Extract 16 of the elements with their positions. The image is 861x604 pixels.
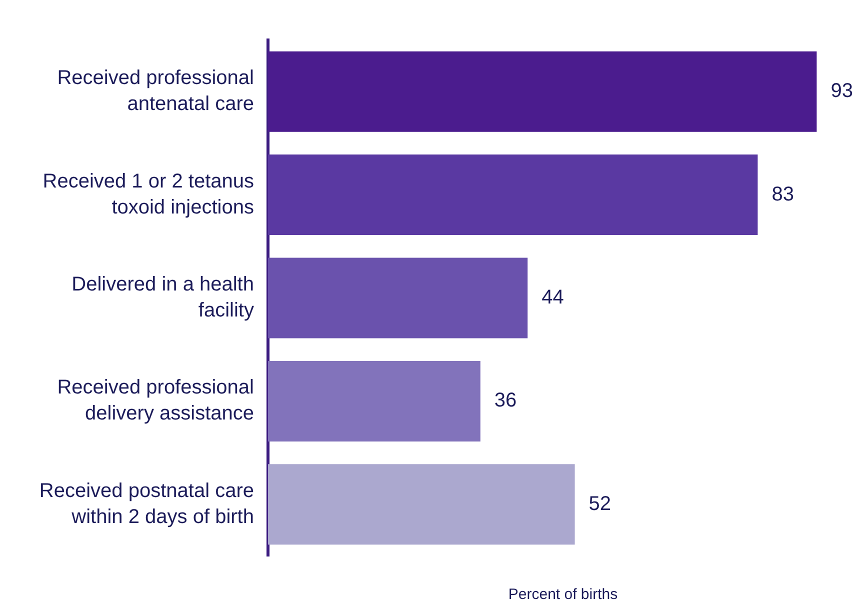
- y-tick-label: Received 1 or 2 tetanus toxoid injections: [42, 170, 254, 218]
- data-label: 83: [772, 183, 794, 206]
- data-label: 36: [494, 390, 517, 412]
- y-tick-label: Delivered in a health facility: [72, 274, 254, 322]
- bar: [268, 360, 480, 442]
- bar: [268, 258, 528, 338]
- data-label: 93: [830, 80, 853, 102]
- y-tick-label: Received professional antenatal care: [57, 67, 254, 116]
- bar: [268, 154, 758, 236]
- x-axis-title: Percent of births: [508, 586, 618, 604]
- data-label: 44: [542, 286, 564, 309]
- bar: [268, 51, 817, 132]
- bar: [268, 464, 575, 545]
- data-label: 52: [588, 492, 612, 515]
- y-tick-label: Received professional delivery assistance: [57, 376, 254, 425]
- y-tick-label: Received postnatal care within 2 days of birth: [39, 480, 254, 528]
